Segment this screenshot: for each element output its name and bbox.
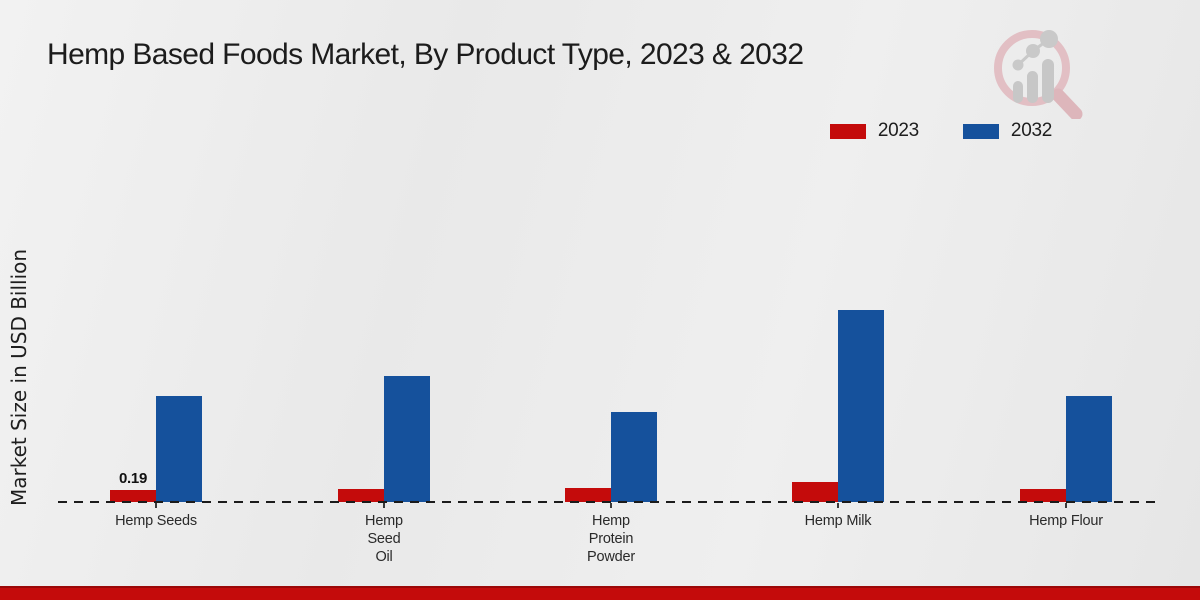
x-label-hemp-flour: Hemp Flour: [1029, 513, 1103, 529]
legend-swatch-2032: [962, 123, 999, 139]
x-tick-hemp-flour: [1065, 503, 1067, 508]
bar-2023-hemp-seed-oil: [338, 489, 384, 502]
magnifier-bar-chart-icon: [994, 30, 1083, 121]
x-tick-hemp-milk: [837, 503, 839, 508]
x-label-hemp-milk: Hemp Milk: [804, 513, 872, 529]
legend: 2023 2032: [829, 120, 1052, 142]
legend-swatch-2023: [829, 123, 866, 139]
x-label-hemp-protein-powder: Hemp Protein Powder: [587, 513, 635, 565]
bar-2032-hemp-seeds: [156, 396, 202, 502]
x-tick-hemp-seed-oil: [383, 503, 385, 508]
bar-2032-hemp-seed-oil: [384, 376, 430, 502]
bar-2023-hemp-seeds: [110, 490, 156, 502]
bar-2032-hemp-protein-powder: [611, 412, 657, 502]
legend-label-2032: 2032: [1010, 120, 1052, 141]
bar-value-label: 0.19: [119, 470, 147, 487]
x-axis-line: [58, 501, 1158, 503]
bar-2032-hemp-milk: [838, 310, 884, 502]
chart-title: Hemp Based Foods Market, By Product Type…: [47, 38, 804, 71]
x-tick-hemp-protein-powder: [610, 503, 612, 508]
legend-label-2023: 2023: [877, 120, 919, 141]
x-label-hemp-seeds: Hemp Seeds: [115, 513, 197, 529]
bar-2023-hemp-milk: [792, 482, 838, 502]
legend-item-2023: 2023: [829, 120, 919, 142]
footer-band: [0, 586, 1200, 600]
x-tick-hemp-seeds: [155, 503, 157, 508]
bar-2032-hemp-flour: [1066, 396, 1112, 502]
bar-2023-hemp-flour: [1020, 489, 1066, 502]
legend-item-2032: 2032: [962, 120, 1052, 142]
x-label-hemp-seed-oil: Hemp Seed Oil: [365, 513, 403, 565]
brand-logo: [982, 24, 1092, 121]
bar-2023-hemp-protein-powder: [565, 488, 611, 502]
